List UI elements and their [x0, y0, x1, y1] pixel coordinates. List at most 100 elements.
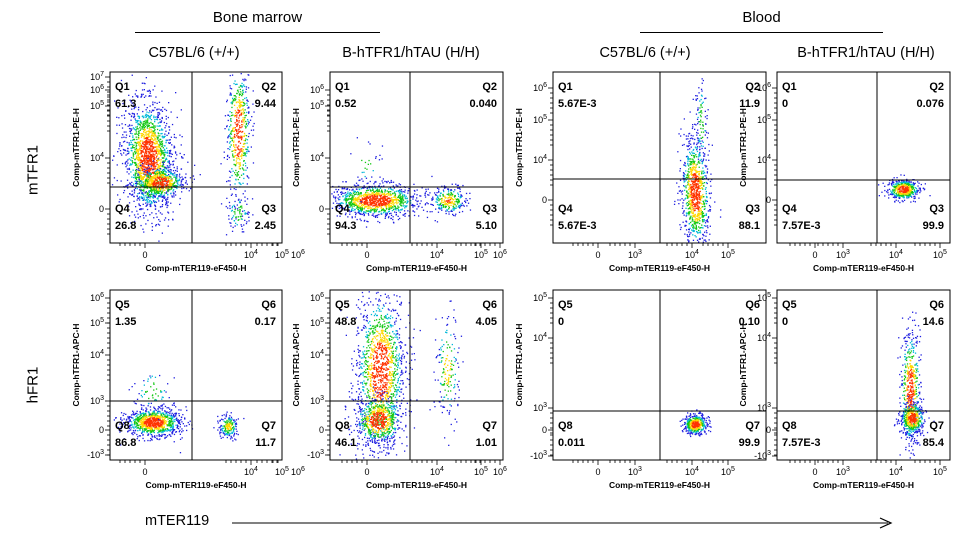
event-dot	[372, 187, 374, 189]
event-dot	[690, 184, 692, 186]
event-dot	[246, 203, 248, 205]
event-dot	[413, 193, 416, 195]
event-dot	[126, 168, 129, 170]
event-dot	[689, 148, 691, 150]
event-dot	[699, 210, 701, 212]
event-dot	[689, 184, 691, 186]
event-dot	[445, 197, 447, 199]
event-dot	[128, 152, 130, 155]
event-dot	[367, 163, 369, 165]
event-dot	[124, 117, 126, 119]
event-dot	[159, 173, 161, 175]
event-dot	[147, 164, 150, 166]
event-dot	[404, 207, 406, 209]
event-dot	[441, 209, 443, 211]
event-dot	[247, 176, 249, 178]
event-dot	[151, 144, 153, 147]
event-dot	[358, 193, 360, 195]
event-dot	[150, 153, 152, 156]
event-dot	[164, 197, 166, 199]
event-dot	[149, 149, 151, 151]
event-dot	[239, 84, 242, 87]
event-dot	[690, 199, 692, 201]
event-dot	[163, 121, 165, 124]
event-dot	[145, 116, 148, 118]
event-dot	[150, 180, 153, 182]
event-dot	[366, 188, 368, 190]
event-dot	[139, 145, 141, 147]
event-dot	[705, 220, 707, 222]
event-dot	[157, 122, 159, 124]
event-dot	[698, 176, 700, 178]
event-dot	[145, 172, 147, 174]
event-dot	[242, 85, 244, 87]
event-dot	[138, 172, 141, 174]
event-dot	[155, 141, 157, 143]
event-dot	[148, 185, 150, 187]
event-dot	[147, 172, 150, 174]
event-dot	[364, 161, 367, 164]
event-dot	[401, 198, 403, 200]
event-dot	[353, 197, 355, 200]
event-dot	[165, 177, 167, 179]
event-dot	[153, 109, 155, 111]
event-dot	[443, 206, 445, 208]
event-dot	[155, 179, 157, 181]
event-dot	[143, 146, 145, 148]
event-dot	[370, 199, 372, 201]
event-dot	[225, 234, 228, 236]
event-dot	[687, 148, 689, 151]
event-dot	[240, 139, 243, 141]
event-dot	[236, 120, 238, 122]
event-dot	[172, 218, 174, 220]
event-dot	[193, 178, 195, 180]
event-dot	[366, 201, 368, 203]
event-dot	[358, 205, 360, 207]
event-dot	[689, 194, 692, 196]
event-dot	[158, 224, 161, 226]
event-dot	[373, 209, 376, 211]
event-dot	[230, 88, 233, 90]
event-dot	[699, 198, 701, 200]
event-dot	[446, 193, 448, 195]
event-dot	[244, 115, 246, 117]
event-dot	[384, 199, 387, 202]
event-dot	[169, 182, 171, 184]
event-dot	[132, 145, 134, 147]
event-dot	[367, 196, 369, 199]
event-dot	[145, 167, 147, 169]
event-dot	[156, 174, 158, 176]
event-dot	[395, 214, 397, 216]
event-dot	[365, 190, 368, 192]
event-dot	[165, 142, 167, 144]
event-dot	[245, 114, 247, 117]
event-dot	[234, 83, 237, 86]
event-dot	[457, 193, 460, 196]
event-dot	[364, 195, 366, 197]
event-dot	[381, 190, 383, 192]
event-dot	[701, 184, 703, 186]
event-dot	[150, 188, 152, 190]
event-dot	[414, 190, 416, 192]
event-dot	[703, 153, 705, 155]
event-dot	[678, 133, 680, 135]
event-dot	[335, 200, 337, 202]
event-dot	[162, 168, 165, 171]
event-dot	[382, 196, 384, 198]
event-dot	[351, 200, 353, 202]
event-dot	[443, 199, 445, 201]
event-dot	[340, 207, 342, 209]
event-dot	[160, 121, 162, 123]
event-dot	[158, 210, 160, 212]
event-dot	[469, 209, 472, 211]
event-dot	[709, 209, 712, 211]
event-dot	[144, 155, 146, 157]
event-dot	[418, 215, 420, 217]
event-dot	[695, 171, 697, 173]
event-dot	[111, 184, 114, 186]
event-dot	[242, 146, 244, 148]
event-dot	[403, 213, 406, 215]
event-dot	[233, 82, 235, 85]
event-dot	[390, 194, 392, 196]
event-dot	[139, 175, 142, 177]
